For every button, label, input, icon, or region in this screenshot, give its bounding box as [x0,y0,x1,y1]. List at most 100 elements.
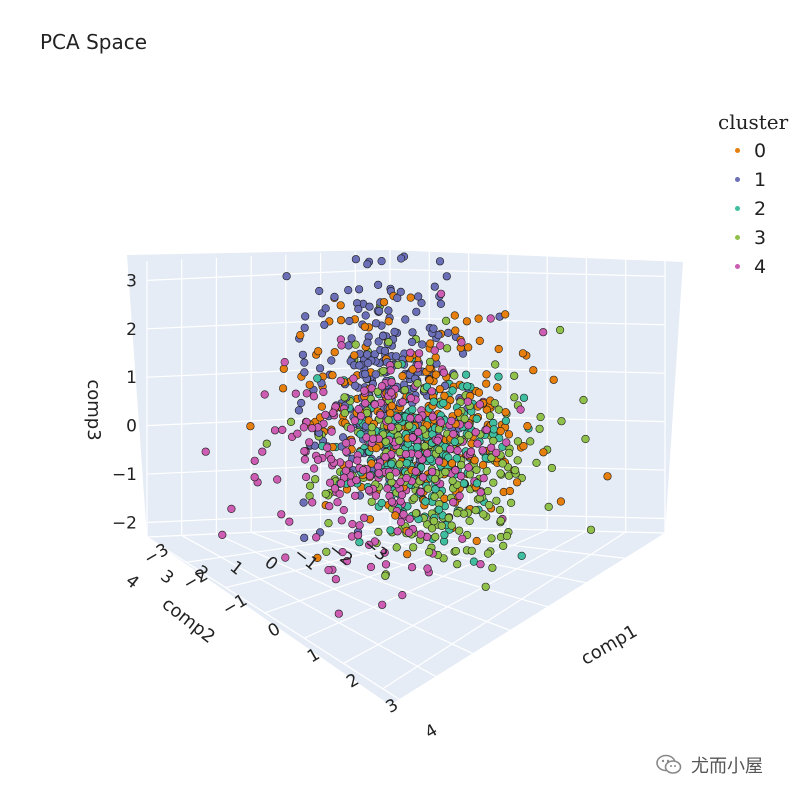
data-point-cluster-1[interactable] [436,299,446,309]
data-point-cluster-4[interactable] [401,450,411,459]
data-point-cluster-3[interactable] [450,371,459,380]
data-point-cluster-3[interactable] [465,470,475,479]
data-point-cluster-0[interactable] [479,460,488,470]
data-point-cluster-3[interactable] [429,516,439,526]
data-point-cluster-3[interactable] [579,395,588,405]
data-point-cluster-4[interactable] [291,389,300,398]
data-point-cluster-4[interactable] [447,416,456,426]
data-point-cluster-2[interactable] [472,479,482,488]
data-point-cluster-4[interactable] [354,531,363,540]
data-point-cluster-0[interactable] [279,364,288,373]
data-point-cluster-4[interactable] [324,565,333,575]
data-point-cluster-0[interactable] [501,310,510,319]
data-point-cluster-4[interactable] [387,422,396,432]
data-point-cluster-0[interactable] [336,301,345,310]
data-point-cluster-3[interactable] [447,521,456,530]
data-point-cluster-3[interactable] [507,498,516,508]
data-point-cluster-4[interactable] [338,547,347,557]
data-point-cluster-4[interactable] [281,553,290,562]
data-point-cluster-4[interactable] [361,399,370,408]
data-point-cluster-4[interactable] [355,521,364,530]
data-point-cluster-4[interactable] [273,475,282,484]
data-point-cluster-2[interactable] [463,382,472,391]
data-point-cluster-0[interactable] [379,298,389,307]
data-points[interactable] [201,252,612,618]
data-point-cluster-2[interactable] [450,437,459,446]
data-point-cluster-1[interactable] [417,298,426,308]
data-point-cluster-4[interactable] [383,484,392,493]
data-point-cluster-0[interactable] [314,347,323,356]
data-point-cluster-4[interactable] [250,473,259,482]
data-point-cluster-0[interactable] [451,326,460,335]
data-point-cluster-4[interactable] [370,400,379,409]
data-point-cluster-1[interactable] [361,369,370,379]
data-point-cluster-1[interactable] [418,340,427,349]
data-point-cluster-1[interactable] [408,328,417,337]
data-point-cluster-1[interactable] [344,341,353,350]
data-point-cluster-3[interactable] [535,424,544,433]
data-point-cluster-4[interactable] [354,405,363,414]
data-point-cluster-0[interactable] [493,383,502,392]
data-point-cluster-0[interactable] [523,422,532,431]
data-point-cluster-4[interactable] [250,456,259,465]
data-point-cluster-4[interactable] [476,488,485,497]
data-point-cluster-0[interactable] [403,550,412,559]
data-point-cluster-3[interactable] [384,338,393,347]
data-point-cluster-2[interactable] [377,498,386,508]
legend-item-4[interactable]: 4 [718,252,788,281]
data-point-cluster-4[interactable] [337,341,346,350]
data-point-cluster-4[interactable] [406,348,415,357]
data-point-cluster-4[interactable] [331,575,341,584]
data-point-cluster-2[interactable] [494,372,503,381]
data-point-cluster-4[interactable] [323,443,332,452]
data-point-cluster-4[interactable] [360,386,369,395]
data-point-cluster-4[interactable] [393,413,402,422]
data-point-cluster-1[interactable] [378,331,388,341]
data-point-cluster-0[interactable] [330,348,339,357]
data-point-cluster-1[interactable] [300,368,309,377]
data-point-cluster-4[interactable] [374,469,383,478]
data-point-cluster-4[interactable] [415,349,424,358]
data-point-cluster-4[interactable] [260,390,269,399]
data-point-cluster-3[interactable] [510,393,519,402]
data-point-cluster-3[interactable] [581,434,590,444]
data-point-cluster-1[interactable] [300,358,309,367]
data-point-cluster-3[interactable] [426,357,435,367]
data-point-cluster-4[interactable] [492,448,501,457]
data-point-cluster-3[interactable] [444,513,453,523]
data-point-cluster-3[interactable] [496,516,505,525]
data-point-cluster-0[interactable] [501,408,510,417]
data-point-cluster-3[interactable] [322,547,331,557]
data-point-cluster-0[interactable] [603,472,612,481]
data-point-cluster-4[interactable] [305,438,314,447]
data-point-cluster-4[interactable] [374,462,383,471]
data-point-cluster-1[interactable] [363,260,372,269]
data-point-cluster-3[interactable] [526,437,535,446]
data-point-cluster-4[interactable] [342,439,351,448]
data-point-cluster-4[interactable] [270,426,280,435]
data-point-cluster-3[interactable] [373,387,382,396]
data-point-cluster-4[interactable] [396,477,405,486]
data-point-cluster-3[interactable] [499,541,508,551]
data-point-cluster-4[interactable] [436,341,445,350]
data-point-cluster-3[interactable] [490,399,499,408]
data-point-cluster-0[interactable] [387,401,397,411]
data-point-cluster-4[interactable] [300,455,310,464]
data-point-cluster-0[interactable] [408,365,417,374]
data-point-cluster-3[interactable] [536,412,545,422]
data-point-cluster-1[interactable] [442,272,451,281]
data-point-cluster-2[interactable] [448,386,457,395]
data-point-cluster-3[interactable] [482,466,491,476]
data-point-cluster-3[interactable] [394,360,403,370]
data-point-cluster-0[interactable] [398,372,407,381]
data-point-cluster-1[interactable] [315,286,324,296]
data-point-cluster-3[interactable] [448,476,457,485]
data-point-cluster-1[interactable] [298,350,308,359]
data-point-cluster-4[interactable] [309,392,319,401]
data-point-cluster-0[interactable] [431,370,441,379]
data-point-cluster-3[interactable] [384,415,393,425]
data-point-cluster-3[interactable] [430,492,439,501]
data-point-cluster-3[interactable] [379,366,388,376]
data-point-cluster-3[interactable] [411,509,421,518]
